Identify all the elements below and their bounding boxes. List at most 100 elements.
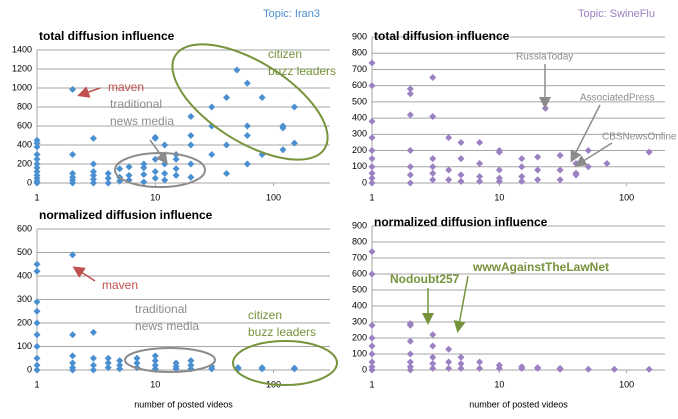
point [258,94,266,101]
annotation: wwwAgainstTheLawNet [472,260,609,274]
point [187,173,195,181]
y-tick-label: 700 [352,64,367,74]
annotation-arrow [72,266,96,282]
point [457,353,465,361]
point [429,155,437,163]
y-tick-label: 600 [352,268,367,278]
x-tick-label: 10 [494,192,504,202]
point [161,176,169,184]
y-tick-label: 300 [352,316,367,326]
y-tick-label: 0 [362,177,367,187]
point [33,260,41,268]
point [89,175,97,183]
annotation: citizen [268,47,302,61]
annotation-arrow [453,275,469,333]
point [116,357,124,365]
point [368,179,376,187]
point [584,365,592,373]
y-tick-label: 500 [352,284,367,294]
point [187,357,195,365]
point [445,166,453,174]
x-tick-label: 100 [266,192,281,202]
point [603,160,611,168]
point [140,164,148,172]
point [476,177,484,185]
point [457,364,465,372]
point [161,160,169,168]
point [151,361,159,369]
point [368,59,376,67]
y-tick-label: 400 [352,300,367,310]
y-tick-label: 800 [352,236,367,246]
point [457,360,465,368]
point [89,179,97,187]
point [33,155,41,163]
point [645,148,653,156]
point [476,138,484,146]
y-tick-label: 200 [17,317,32,327]
point [429,176,437,184]
point [406,163,414,171]
annotation: maven [102,278,138,292]
point [33,139,41,147]
point [33,143,41,151]
y-tick-label: 100 [352,348,367,358]
point [33,168,41,176]
point [104,174,112,182]
point [116,165,124,173]
topic-label: Topic: Iran3 [263,8,320,20]
point [534,364,542,372]
point [645,365,653,373]
point [584,163,592,171]
point [33,319,41,327]
y-tick-label: 200 [352,145,367,155]
point [518,177,526,185]
point [243,79,251,87]
annotation: Nodoubt257 [390,272,460,286]
point [69,352,77,360]
point [172,165,180,173]
point [125,163,133,171]
point [208,151,216,158]
point [89,160,97,168]
point [368,363,376,371]
point [476,173,484,181]
point [69,173,77,181]
point [368,270,376,278]
point [104,170,112,177]
annotation-arrow [570,104,601,163]
y-tick-label: 200 [352,332,367,342]
y-tick-label: 0 [27,177,32,187]
point [584,147,592,155]
point [457,171,465,179]
point [172,359,180,367]
point [89,354,97,362]
y-tick-label: 700 [352,252,367,262]
point [406,337,414,345]
point [445,345,453,353]
y-tick-label: 1200 [12,63,32,73]
point [222,141,230,149]
highlight-ellipse [171,43,329,161]
point [368,117,376,125]
point [104,354,112,362]
y-tick-label: 500 [352,96,367,106]
point [172,155,180,163]
y-tick-label: 800 [352,48,367,58]
y-tick-label: 1000 [12,82,32,92]
point [556,176,564,184]
y-tick-label: 900 [352,31,367,41]
panel-title: total diffusion influence [39,29,175,43]
point [368,169,376,177]
point [69,331,77,339]
annotation: buzz leaders [268,64,336,78]
point [457,155,465,163]
point [368,174,376,182]
point [172,362,180,370]
highlight-ellipse [232,340,338,386]
point [69,85,77,93]
annotation: CBSNewsOnline [602,132,677,143]
point [89,366,97,374]
y-tick-label: 0 [362,364,367,374]
point [89,328,97,336]
